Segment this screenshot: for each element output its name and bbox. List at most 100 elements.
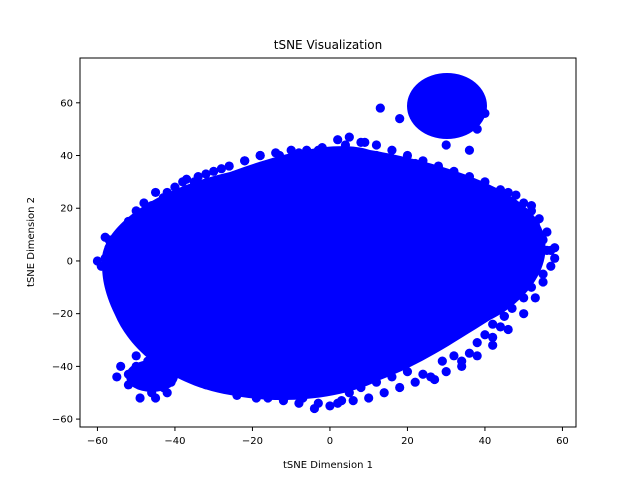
scatter-point: [185, 364, 196, 374]
y-tick-label: 0: [67, 256, 73, 267]
scatter-point: [147, 201, 157, 211]
scatter-point: [150, 393, 161, 403]
scatter-point: [422, 335, 432, 345]
scatter-point: [402, 256, 413, 266]
x-axis-ticks: −60 −40 −20 0 20 40 60: [87, 427, 569, 447]
scatter-point: [104, 266, 114, 277]
scatter-point: [449, 166, 459, 176]
scatter-point: [445, 98, 455, 108]
scatter-point: [441, 169, 451, 179]
scatter-point: [449, 351, 459, 361]
scatter-point: [170, 182, 180, 192]
scatter-point: [383, 190, 393, 200]
scatter-point: [449, 114, 459, 124]
scatter-point: [464, 348, 475, 358]
scatter-point: [333, 135, 343, 145]
scatter-point: [216, 164, 227, 174]
y-tick-label: −20: [52, 309, 73, 320]
scatter-point: [542, 245, 552, 256]
scatter-point: [538, 277, 548, 287]
scatter-point: [476, 95, 486, 105]
scatter-point: [429, 103, 440, 113]
scatter-point: [240, 156, 250, 166]
scatter-point: [185, 372, 196, 382]
scatter-point: [426, 85, 436, 95]
scatter-point: [344, 348, 354, 358]
x-tick-label: −40: [164, 436, 185, 447]
scatter-point: [410, 377, 420, 387]
scatter-point: [441, 216, 451, 227]
scatter-point: [154, 367, 165, 377]
scatter-point: [108, 290, 118, 300]
scatter-point: [162, 187, 172, 198]
scatter-point: [507, 303, 517, 313]
scatter-point: [503, 187, 513, 198]
scatter-point: [499, 229, 509, 240]
scatter-point: [104, 243, 114, 253]
scatter-point: [464, 172, 475, 182]
scatter-point: [526, 201, 537, 211]
scatter-point: [216, 382, 227, 393]
scatter-point: [325, 229, 335, 240]
scatter-point: [538, 269, 548, 279]
scatter-point: [193, 172, 203, 182]
scatter-point: [302, 145, 312, 155]
x-tick-label: −60: [87, 436, 108, 447]
scatter-point: [426, 164, 436, 174]
scatter-point: [418, 90, 428, 100]
scatter-point: [131, 224, 141, 234]
scatter-point: [100, 232, 110, 242]
scatter-point: [143, 324, 153, 335]
scatter-point: [305, 177, 316, 187]
scatter-point: [526, 282, 537, 292]
scatter-point: [410, 158, 420, 169]
scatter-point: [119, 303, 130, 313]
scatter-point: [112, 372, 122, 382]
scatter-point: [309, 403, 320, 414]
scatter-point: [546, 261, 556, 271]
scatter-point: [278, 396, 289, 406]
scatter-point: [247, 243, 258, 253]
scatter-point: [333, 398, 343, 408]
main-cluster-body: [101, 146, 546, 400]
scatter-point: [457, 361, 467, 371]
scatter-point: [201, 372, 211, 382]
scatter-point: [286, 145, 296, 155]
y-tick-label: 20: [60, 204, 73, 215]
scatter-point: [131, 351, 141, 361]
scatter-point: [131, 206, 141, 216]
scatter-point: [511, 190, 521, 200]
scatter-point: [356, 137, 366, 147]
x-axis-label: tSNE Dimension 1: [283, 460, 373, 471]
scatter-point: [488, 340, 498, 350]
scatter-point: [472, 182, 482, 192]
scatter-point: [550, 243, 560, 253]
scatter-point: [480, 243, 490, 253]
scatter-point: [375, 103, 385, 113]
scatter-point: [519, 309, 529, 319]
scatter-point: [379, 388, 389, 398]
scatter-point: [162, 388, 172, 398]
scatter-point: [139, 198, 149, 208]
chart-title: tSNE Visualization: [274, 38, 383, 52]
scatter-point: [371, 377, 382, 387]
scatter-point: [224, 161, 234, 171]
scatter-point: [371, 150, 382, 161]
scatter-point: [135, 335, 145, 345]
scatter-point: [457, 82, 467, 92]
axes-frame: [79, 57, 577, 428]
scatter-point: [426, 372, 436, 382]
y-axis-label: tSNE Dimension 2: [26, 197, 37, 287]
scatter-point: [538, 235, 548, 245]
scatter-point: [170, 353, 180, 364]
y-tick-label: −40: [52, 362, 73, 373]
scatter-point: [387, 145, 397, 155]
scatter-point: [201, 380, 211, 390]
scatter-point: [154, 343, 165, 353]
scatter-point: [464, 111, 475, 121]
scatter-point: [371, 140, 382, 150]
scatter-point: [150, 269, 161, 279]
scatter-point: [348, 396, 358, 406]
scatter-point: [135, 393, 145, 403]
